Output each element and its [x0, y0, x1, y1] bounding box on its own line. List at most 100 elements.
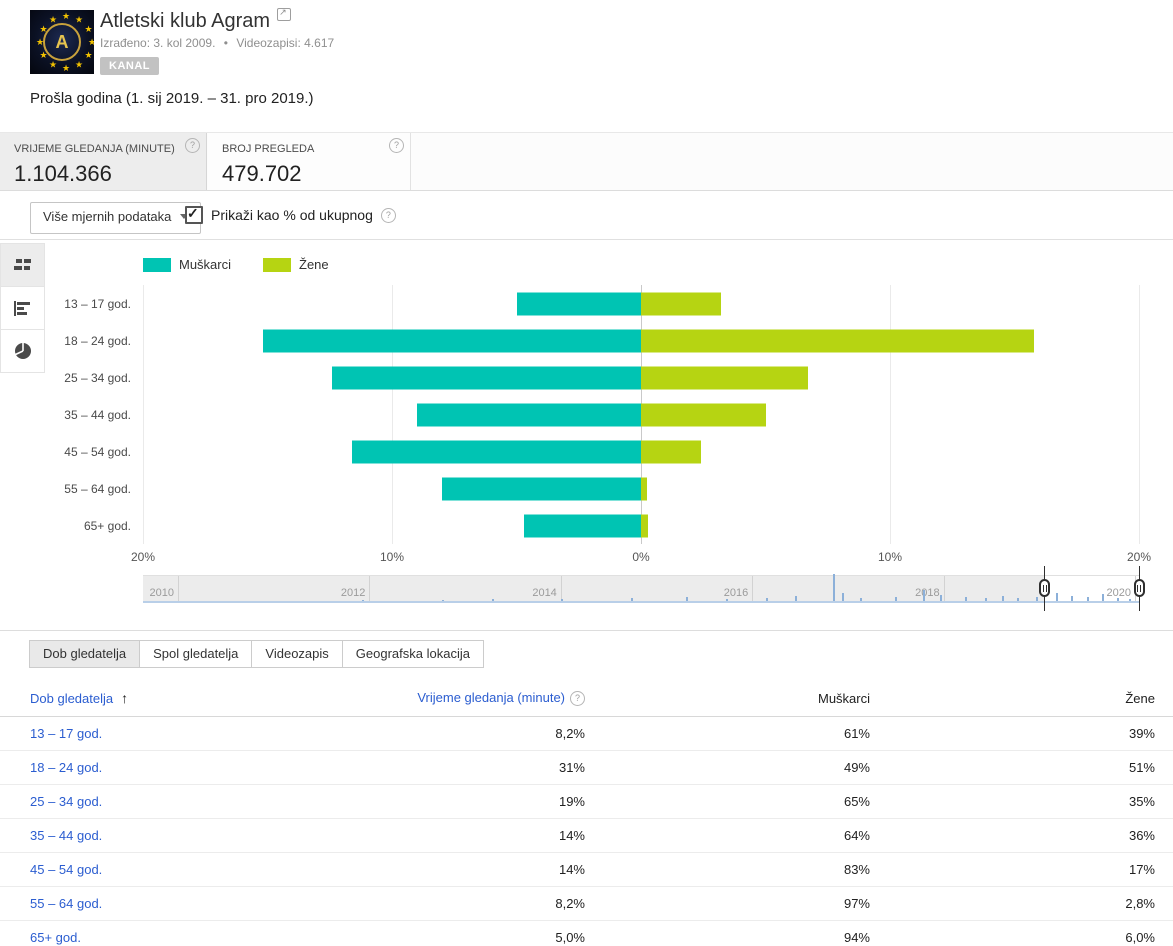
watch-time-value: 8,2%: [555, 896, 585, 911]
timeline-year-label: 2010: [149, 587, 174, 599]
timeline-range-handle[interactable]: [1133, 579, 1145, 597]
watch-time-value: 5,0%: [555, 930, 585, 945]
activity-spike: [491, 599, 494, 602]
age-group-link[interactable]: 45 – 54 god.: [30, 862, 103, 877]
female-bar[interactable]: [641, 440, 701, 463]
chart-type-demographics-button[interactable]: [0, 243, 45, 287]
female-percent-value: 36%: [1128, 828, 1155, 843]
age-group-link[interactable]: 55 – 64 god.: [30, 896, 103, 911]
help-icon[interactable]: [389, 138, 404, 153]
timeline-year-tick: [369, 576, 371, 602]
male-bar[interactable]: [416, 403, 641, 426]
show-percent-checkbox[interactable]: [185, 205, 203, 224]
female-bar[interactable]: [641, 403, 766, 426]
age-group-link[interactable]: 65+ god.: [30, 930, 81, 945]
male-bar[interactable]: [441, 477, 641, 500]
more-metrics-dropdown[interactable]: Više mjernih podataka: [30, 202, 202, 234]
activity-spike: [1017, 598, 1020, 602]
chart-row: 55 – 64 god.: [64, 470, 1139, 507]
chart-legend: Muškarci Žene: [143, 257, 329, 272]
age-group-label: 55 – 64 god.: [64, 481, 131, 496]
metric-card-views[interactable]: BROJ PREGLEDA 479.702: [208, 133, 411, 190]
handle-grip-line: [1045, 584, 1047, 592]
help-icon[interactable]: [380, 207, 396, 223]
handle-grip-line: [1042, 584, 1044, 592]
activity-spike: [1056, 593, 1059, 602]
open-popup-icon[interactable]: [277, 7, 292, 21]
metric-label: VRIJEME GLEDANJA (MINUTE): [14, 143, 175, 155]
created-date: Izrađeno: 3. kol 2009.: [100, 36, 216, 50]
x-axis-tick-label: 20%: [130, 550, 156, 564]
help-icon[interactable]: [185, 138, 200, 153]
checkbox-label: Prikaži kao % od ukupnog: [211, 207, 373, 223]
tab-geografska-lokacija[interactable]: Geografska lokacija: [341, 640, 484, 668]
activity-spike: [860, 598, 863, 602]
x-axis-tick-label: 10%: [379, 550, 405, 564]
gridline: [142, 285, 144, 544]
sort-ascending-icon[interactable]: ↑: [121, 690, 129, 706]
table-row: 13 – 17 god. 8,2% 61% 39%: [0, 717, 1173, 751]
male-percent-value: 64%: [843, 828, 870, 843]
male-bar[interactable]: [332, 366, 641, 389]
activity-spike: [984, 598, 987, 602]
age-group-link[interactable]: 18 – 24 god.: [30, 760, 103, 775]
demographics-chart-icon: [13, 259, 31, 270]
bar-chart-icon: [14, 300, 30, 316]
table-row: 35 – 44 god. 14% 64% 36%: [0, 819, 1173, 853]
activity-spike: [1036, 597, 1039, 602]
male-bar[interactable]: [523, 514, 641, 537]
activity-spike: [795, 596, 798, 602]
watch-time-value: 14%: [558, 828, 585, 843]
column-header-label[interactable]: Dob gledatelja: [30, 691, 114, 706]
age-group-label: 25 – 34 god.: [64, 370, 131, 385]
column-header-watch-time[interactable]: Vrijeme gledanja (minute): [330, 689, 585, 707]
age-group-link[interactable]: 13 – 17 god.: [30, 726, 103, 741]
channel-avatar[interactable]: A ★ ★ ★ ★ ★ ★ ★ ★ ★ ★ ★ ★: [30, 10, 94, 74]
chart-type-pie-button[interactable]: [0, 329, 45, 373]
age-group-label: 45 – 54 god.: [64, 444, 131, 459]
chart-panel: Muškarci Žene 20% 10% 0% 10% 20% 13 – 17 god. 1…: [0, 240, 1173, 631]
activity-spike: [561, 599, 564, 602]
male-bar[interactable]: [352, 440, 641, 463]
activity-spike: [939, 595, 942, 602]
activity-spike: [1071, 596, 1074, 602]
female-bar[interactable]: [641, 514, 649, 537]
column-header-female[interactable]: Žene: [1125, 690, 1155, 706]
male-bar[interactable]: [516, 292, 641, 315]
table-row: 25 – 34 god. 19% 65% 35%: [0, 785, 1173, 819]
meta-separator: •: [223, 36, 228, 50]
age-group-link[interactable]: 35 – 44 god.: [30, 828, 103, 843]
channel-name: Atletski klub Agram: [100, 10, 271, 32]
activity-spike: [964, 597, 967, 602]
metric-card-watch-time[interactable]: VRIJEME GLEDANJA (MINUTE) 1.104.366: [0, 133, 207, 190]
table-header-row: Dob gledatelja ↑ Vrijeme gledanja (minute…: [0, 680, 1173, 717]
metric-value: 479.702: [222, 161, 302, 186]
age-group-link[interactable]: 25 – 34 god.: [30, 794, 103, 809]
tab-videozapis[interactable]: Videozapis: [251, 640, 343, 668]
male-bar[interactable]: [262, 329, 641, 352]
female-bar[interactable]: [641, 366, 808, 389]
timeline-scrubber[interactable]: 2010 2012 2014 2016 2018 2020: [143, 566, 1145, 611]
female-bar[interactable]: [641, 292, 721, 315]
tab-spol-gledatelja[interactable]: Spol gledatelja: [139, 640, 253, 668]
female-bar[interactable]: [641, 329, 1035, 352]
activity-spike: [842, 593, 845, 602]
help-icon[interactable]: [570, 691, 585, 707]
column-header-age[interactable]: Dob gledatelja ↑: [30, 690, 330, 706]
video-count: Videozapisi: 4.617: [236, 36, 335, 50]
activity-spike: [1102, 594, 1105, 602]
legend-swatch: [143, 257, 171, 272]
timeline-range-handle[interactable]: [1039, 579, 1051, 597]
column-header-label[interactable]: Vrijeme gledanja (minute): [417, 689, 565, 705]
watch-time-value: 19%: [558, 794, 585, 809]
date-range-label: Prošla godina (1. sij 2019. – 31. pro 20…: [30, 90, 314, 107]
age-group-label: 65+ god.: [83, 518, 131, 533]
metrics-strip: VRIJEME GLEDANJA (MINUTE) 1.104.366 BROJ…: [0, 132, 1173, 191]
female-bar[interactable]: [641, 477, 648, 500]
tab-dob-gledatelja[interactable]: Dob gledatelja: [29, 640, 141, 668]
table-row: 18 – 24 god. 31% 49% 51%: [0, 751, 1173, 785]
column-header-male[interactable]: Muškarci: [817, 690, 870, 706]
male-percent-value: 65%: [843, 794, 870, 809]
legend-label: Žene: [299, 257, 329, 272]
age-group-label: 18 – 24 god.: [64, 333, 131, 348]
